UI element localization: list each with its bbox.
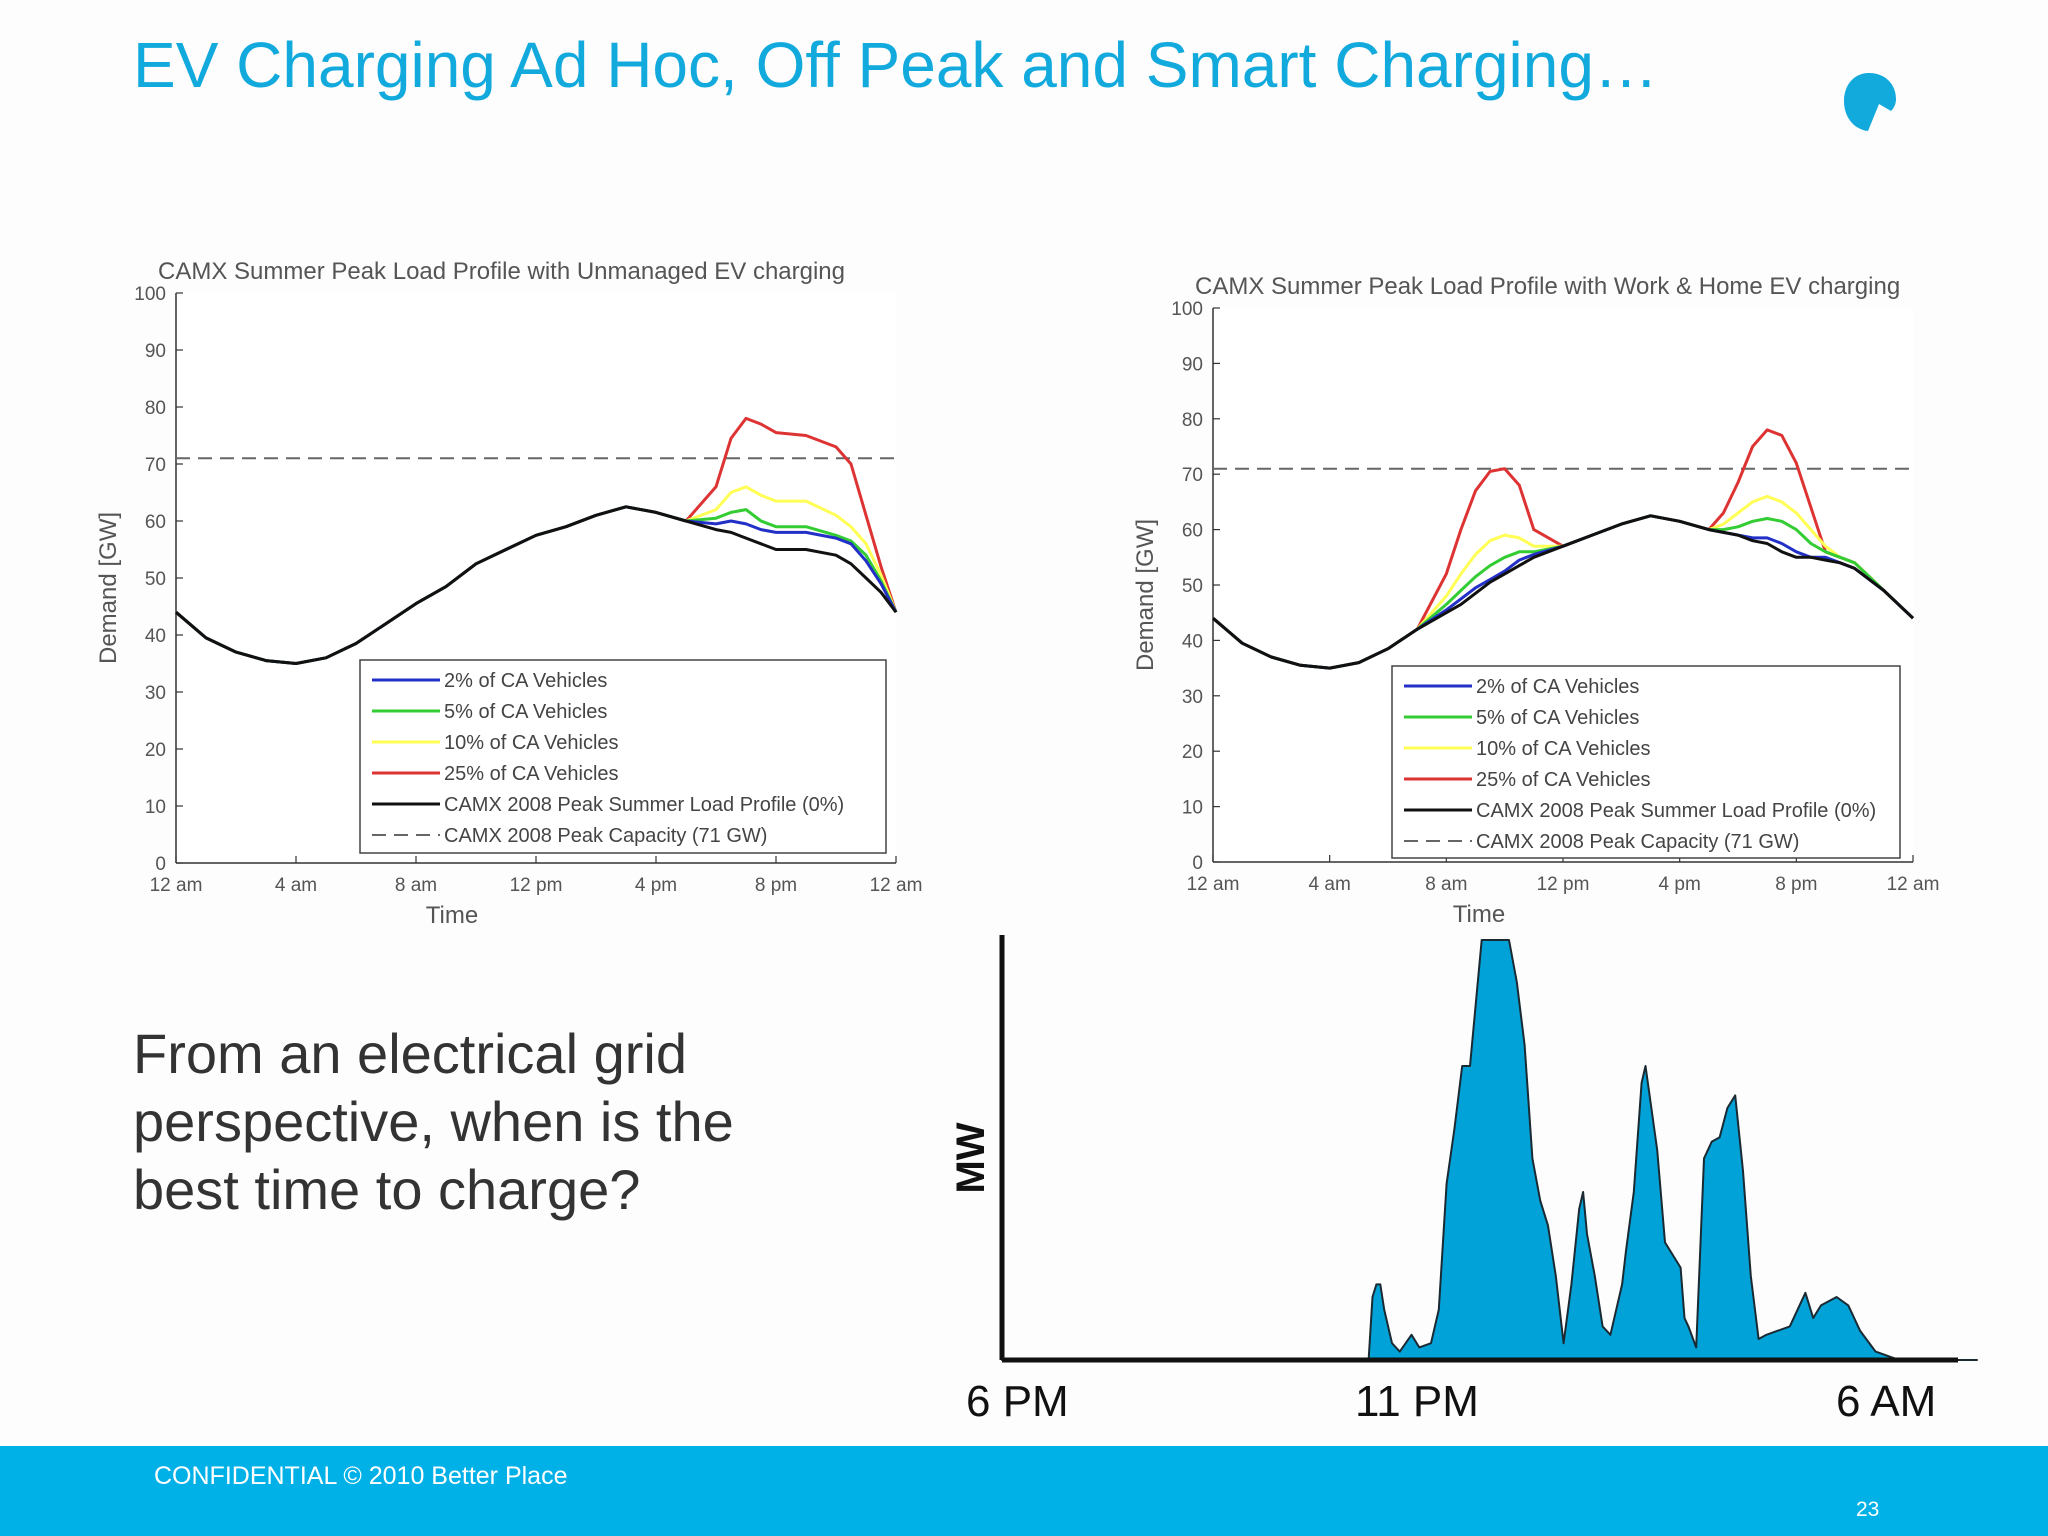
y-tick-label: 20 xyxy=(145,740,166,761)
x-tick-label: 6 AM xyxy=(1836,1377,1936,1426)
y-tick-label: 20 xyxy=(1182,742,1203,763)
y-tick-label: 60 xyxy=(145,512,166,533)
chart-mw-charging-profile: MW 6 PM 11 PM 6 AM xyxy=(940,935,1980,1430)
y-tick-label: 90 xyxy=(145,341,166,362)
legend-label-5: CAMX 2008 Peak Capacity (71 GW) xyxy=(1476,831,1799,853)
chart-title: CAMX Summer Peak Load Profile with Unman… xyxy=(158,258,845,285)
better-place-logo-icon xyxy=(1844,73,1896,131)
chart-unmanaged-ev-charging: CAMX Summer Peak Load Profile with Unman… xyxy=(90,240,950,940)
x-tick-label: 12 pm xyxy=(510,875,563,896)
x-tick-label: 12 am xyxy=(1887,874,1940,895)
legend-label-2: 10% of CA Vehicles xyxy=(444,732,619,754)
y-tick-label: 70 xyxy=(145,455,166,476)
legend-label-3: 25% of CA Vehicles xyxy=(1476,769,1651,791)
y-tick-label: 40 xyxy=(1182,631,1203,652)
legend-label-0: 2% of CA Vehicles xyxy=(1476,676,1639,698)
y-tick-label: 10 xyxy=(145,797,166,818)
y-tick-label: 50 xyxy=(145,569,166,590)
chart-work-home-ev-charging: CAMX Summer Peak Load Profile with Work … xyxy=(1130,258,1990,948)
y-tick-label: 80 xyxy=(1182,410,1203,431)
y-tick-label: 90 xyxy=(1182,354,1203,375)
y-axis-label: Demand [GW] xyxy=(95,512,122,664)
x-tick-label: 8 pm xyxy=(1775,874,1817,895)
x-axis-label: Time xyxy=(1453,901,1505,928)
x-tick-label: 8 am xyxy=(1425,874,1467,895)
y-tick-label: 50 xyxy=(1182,576,1203,597)
chart-work-home-svg: CAMX Summer Peak Load Profile with Work … xyxy=(1132,273,1940,928)
question-text: From an electrical grid perspective, whe… xyxy=(133,1022,734,1221)
x-tick-label: 8 pm xyxy=(755,875,797,896)
chart-unmanaged-svg: CAMX Summer Peak Load Profile with Unman… xyxy=(95,258,923,929)
footer-bar: CONFIDENTIAL © 2010 Better Place 23 xyxy=(0,1446,2048,1536)
legend-label-4: CAMX 2008 Peak Summer Load Profile (0%) xyxy=(1476,800,1876,822)
x-tick-label: 12 am xyxy=(870,875,923,896)
y-tick-label: 30 xyxy=(145,683,166,704)
page-number: 23 xyxy=(1856,1498,1880,1521)
x-tick-label: 11 PM xyxy=(1355,1377,1479,1426)
x-tick-label: 6 PM xyxy=(966,1377,1069,1426)
y-tick-label: 80 xyxy=(145,398,166,419)
x-tick-label: 4 am xyxy=(1309,874,1351,895)
legend-label-0: 2% of CA Vehicles xyxy=(444,670,607,692)
x-tick-label: 8 am xyxy=(395,875,437,896)
legend-label-4: CAMX 2008 Peak Summer Load Profile (0%) xyxy=(444,794,844,816)
legend-label-1: 5% of CA Vehicles xyxy=(1476,707,1639,729)
y-tick-label: 70 xyxy=(1182,465,1203,486)
y-axis-label: Demand [GW] xyxy=(1132,519,1159,671)
y-tick-label: 30 xyxy=(1182,687,1203,708)
x-tick-label: 4 pm xyxy=(635,875,677,896)
legend-label-2: 10% of CA Vehicles xyxy=(1476,738,1651,760)
series-line-4 xyxy=(175,505,898,665)
y-tick-label: 40 xyxy=(145,626,166,647)
x-tick-label: 12 pm xyxy=(1537,874,1590,895)
chart-mw-svg: MW 6 PM 11 PM 6 AM xyxy=(949,935,1978,1426)
x-tick-label: 4 am xyxy=(275,875,317,896)
y-tick-label: 0 xyxy=(155,854,166,875)
y-tick-label: 10 xyxy=(1182,798,1203,819)
legend-box xyxy=(359,659,887,854)
slide-title: EV Charging Ad Hoc, Off Peak and Smart C… xyxy=(133,29,1658,101)
legend-label-1: 5% of CA Vehicles xyxy=(444,701,607,723)
x-tick-label: 12 am xyxy=(150,875,203,896)
y-axis-label: MW xyxy=(949,1122,993,1193)
area-fill xyxy=(1001,939,1978,1361)
legend-label-3: 25% of CA Vehicles xyxy=(444,763,619,785)
legend-box xyxy=(1391,665,1901,859)
footer-confidential: CONFIDENTIAL © 2010 Better Place xyxy=(154,1462,568,1490)
series-line-4 xyxy=(1212,514,1915,670)
y-tick-label: 0 xyxy=(1192,853,1203,874)
y-tick-label: 60 xyxy=(1182,521,1203,542)
x-tick-label: 12 am xyxy=(1187,874,1240,895)
y-tick-label: 100 xyxy=(134,284,166,305)
y-tick-label: 100 xyxy=(1171,299,1203,320)
x-axis-label: Time xyxy=(426,902,478,929)
chart-title: CAMX Summer Peak Load Profile with Work … xyxy=(1195,273,1900,300)
legend-label-5: CAMX 2008 Peak Capacity (71 GW) xyxy=(444,825,767,847)
x-tick-label: 4 pm xyxy=(1659,874,1701,895)
